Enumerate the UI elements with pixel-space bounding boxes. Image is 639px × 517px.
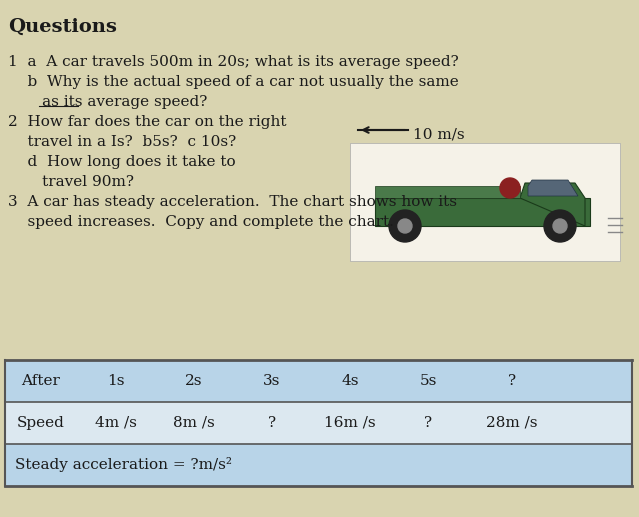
Text: 5s: 5s bbox=[419, 374, 436, 388]
Circle shape bbox=[398, 219, 412, 233]
Text: Steady acceleration = ?m/s²: Steady acceleration = ?m/s² bbox=[15, 458, 232, 473]
Text: 4s: 4s bbox=[341, 374, 358, 388]
Text: 2s: 2s bbox=[185, 374, 203, 388]
Bar bbox=[5, 360, 632, 402]
Bar bbox=[5, 444, 632, 486]
Bar bbox=[375, 186, 520, 198]
Text: ?: ? bbox=[268, 416, 276, 430]
Text: travel 90m?: travel 90m? bbox=[8, 175, 134, 189]
Bar bbox=[350, 143, 620, 261]
Text: 4m /s: 4m /s bbox=[95, 416, 137, 430]
Text: ?: ? bbox=[424, 416, 432, 430]
Text: Speed: Speed bbox=[17, 416, 65, 430]
Text: After: After bbox=[22, 374, 61, 388]
Circle shape bbox=[544, 210, 576, 242]
Text: 2  How far does the car on the right: 2 How far does the car on the right bbox=[8, 115, 286, 129]
Circle shape bbox=[553, 219, 567, 233]
Bar bbox=[375, 198, 590, 226]
Text: Questions: Questions bbox=[8, 18, 117, 36]
Text: speed increases.  Copy and complete the chart.: speed increases. Copy and complete the c… bbox=[8, 215, 394, 229]
Text: b  Why is the actual speed of a car not usually the same: b Why is the actual speed of a car not u… bbox=[8, 75, 459, 89]
Text: 3s: 3s bbox=[263, 374, 281, 388]
Text: 28m /s: 28m /s bbox=[486, 416, 538, 430]
Text: 10 m/s: 10 m/s bbox=[413, 127, 465, 141]
Text: 1  a  A car travels 500m in 20s; what is its average speed?: 1 a A car travels 500m in 20s; what is i… bbox=[8, 55, 459, 69]
Bar bbox=[5, 402, 632, 444]
Polygon shape bbox=[528, 180, 578, 196]
Circle shape bbox=[500, 178, 520, 198]
Polygon shape bbox=[520, 183, 585, 226]
Circle shape bbox=[389, 210, 421, 242]
Text: 1s: 1s bbox=[107, 374, 125, 388]
Text: ?: ? bbox=[508, 374, 516, 388]
Text: 8m /s: 8m /s bbox=[173, 416, 215, 430]
Text: d  How long does it take to: d How long does it take to bbox=[8, 155, 236, 169]
Text: as its average speed?: as its average speed? bbox=[8, 95, 208, 109]
Text: 16m /s: 16m /s bbox=[324, 416, 376, 430]
Text: travel in a Is?  b5s?  c 10s?: travel in a Is? b5s? c 10s? bbox=[8, 135, 236, 149]
Text: 3  A car has steady acceleration.  The chart shows how its: 3 A car has steady acceleration. The cha… bbox=[8, 195, 457, 209]
